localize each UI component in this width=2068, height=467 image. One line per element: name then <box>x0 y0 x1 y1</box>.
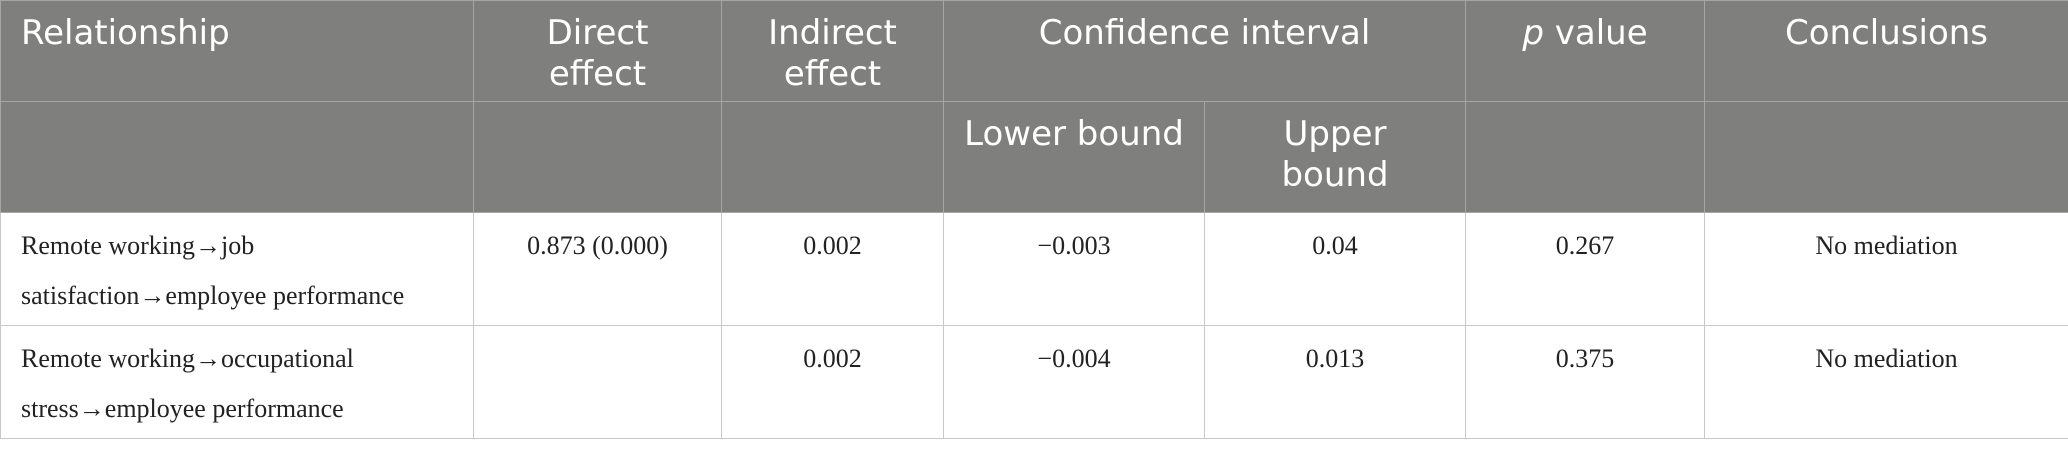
cell: 0.375 <box>1465 325 1706 439</box>
cell <box>473 325 722 439</box>
header-cell: p value <box>1465 0 1706 102</box>
cell: −0.004 <box>943 325 1205 439</box>
header-cell: Confidence interval <box>942 0 1467 102</box>
header-cell: Lower bound <box>943 101 1205 213</box>
cell: 0.002 <box>721 325 944 439</box>
data-row: Remote working→occupational stress→emplo… <box>0 325 2068 439</box>
results-table: Relationship Direct effect Indirect effe… <box>0 0 2068 439</box>
header-cell: Conclusions <box>1704 0 2068 102</box>
header-cell: Direct effect <box>473 0 722 102</box>
cell: No mediation <box>1704 325 2068 439</box>
header-cell <box>473 101 722 213</box>
cell: −0.003 <box>943 212 1205 326</box>
header-cell <box>721 101 944 213</box>
header-cell <box>1704 101 2068 213</box>
header-text: value <box>1554 13 1648 53</box>
cell: No mediation <box>1704 212 2068 326</box>
subheader-row: Lower bound Upper bound <box>0 101 2068 213</box>
header-cell <box>0 101 474 213</box>
cell: 0.013 <box>1203 325 1467 439</box>
cell: 0.267 <box>1465 212 1706 326</box>
cell: 0.873 (0.000) <box>473 212 722 326</box>
header-cell <box>1465 101 1706 213</box>
cell: 0.04 <box>1203 212 1467 326</box>
header-cell: Relationship <box>0 0 474 102</box>
header-cell: Upper bound <box>1203 101 1467 213</box>
table-body: Remote working→job satisfaction→employee… <box>0 212 2068 439</box>
header-row: Relationship Direct effect Indirect effe… <box>0 0 2068 102</box>
data-row: Remote working→job satisfaction→employee… <box>0 212 2068 326</box>
cell: Remote working→occupational stress→emplo… <box>0 325 474 439</box>
header-italic: p <box>1522 13 1544 53</box>
cell: 0.002 <box>721 212 944 326</box>
cell: Remote working→job satisfaction→employee… <box>0 212 474 326</box>
header-cell: Indirect effect <box>721 0 944 102</box>
